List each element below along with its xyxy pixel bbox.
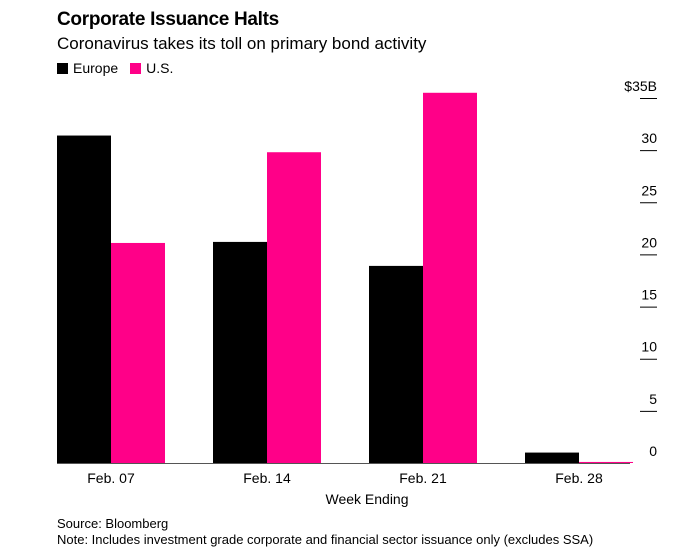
legend-label-europe: Europe xyxy=(73,60,119,76)
legend-item-us: U.S. xyxy=(130,60,173,76)
y-tick-label: $35B xyxy=(624,78,657,94)
bar-us-1 xyxy=(267,152,321,463)
y-tick-label: 30 xyxy=(641,130,657,146)
legend-swatch-europe xyxy=(57,62,68,74)
y-tick-label: 15 xyxy=(641,287,657,303)
bar-europe-1 xyxy=(213,241,267,463)
chart-title: Corporate Issuance Halts xyxy=(57,9,279,30)
bar-us-2 xyxy=(423,92,477,464)
x-axis-label: Week Ending xyxy=(325,491,408,507)
x-tick-label: Feb. 28 xyxy=(555,470,603,486)
legend: Europe U.S. xyxy=(57,60,185,76)
y-tick-label: 5 xyxy=(649,391,657,407)
legend-swatch-us xyxy=(130,62,142,74)
source-note: Source: Bloomberg xyxy=(57,516,169,531)
footnote: Note: Includes investment grade corporat… xyxy=(57,532,594,547)
x-tick-label: Feb. 07 xyxy=(87,470,135,486)
bar-us-3 xyxy=(579,461,633,463)
chart-subtitle: Coronavirus takes its toll on primary bo… xyxy=(57,34,427,53)
x-tick-label: Feb. 21 xyxy=(399,470,447,486)
y-tick-label: 10 xyxy=(641,339,657,355)
legend-item-europe: Europe xyxy=(57,60,118,76)
bar-europe-0 xyxy=(57,135,111,464)
bar-europe-3 xyxy=(525,452,579,463)
legend-label-us: U.S. xyxy=(146,60,174,76)
x-tick-label: Feb. 14 xyxy=(243,470,291,486)
y-tick-label: 20 xyxy=(641,234,657,250)
bar-europe-2 xyxy=(369,265,423,463)
y-tick-label: 0 xyxy=(649,443,657,459)
y-tick-label: 25 xyxy=(641,182,657,198)
bar-us-0 xyxy=(111,242,165,463)
